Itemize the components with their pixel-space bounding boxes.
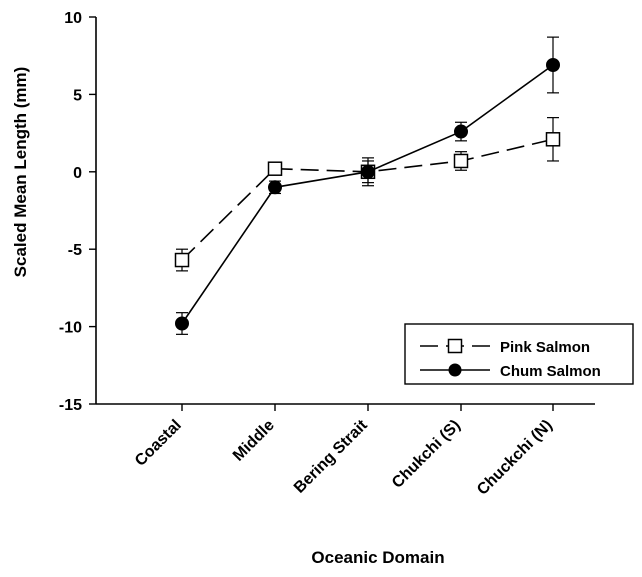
x-tick-label: Chukchi (S) bbox=[389, 417, 464, 492]
y-tick-label: 10 bbox=[64, 10, 82, 27]
y-tick-label: -15 bbox=[59, 397, 82, 414]
chum-salmon-point bbox=[361, 164, 375, 179]
legend-marker bbox=[447, 338, 463, 354]
x-tick-label: Coastal bbox=[132, 417, 185, 470]
x-tick-label: Bering Strait bbox=[291, 416, 371, 496]
chum-salmon-point bbox=[454, 124, 468, 139]
pink-salmon-point bbox=[545, 132, 561, 147]
chum-salmon-point bbox=[268, 180, 282, 195]
pink-salmon-point bbox=[453, 153, 469, 169]
legend-label: Chum Salmon bbox=[500, 363, 601, 380]
y-tick-label: 5 bbox=[73, 87, 82, 104]
legend-label: Pink Salmon bbox=[500, 339, 590, 356]
series-layer bbox=[174, 36, 561, 335]
x-axis-label: Oceanic Domain bbox=[311, 548, 444, 567]
y-tick-label: -10 bbox=[59, 320, 82, 337]
chum-salmon-line bbox=[181, 64, 554, 324]
x-tick-label: Chuckchi (N) bbox=[474, 417, 556, 499]
y-axis-label: Scaled Mean Length (mm) bbox=[11, 67, 30, 278]
pink-salmon-point bbox=[267, 161, 283, 176]
legend-marker bbox=[448, 363, 462, 377]
y-tick-label: -5 bbox=[68, 242, 82, 259]
chum-salmon-point bbox=[546, 57, 560, 72]
chum-salmon-point bbox=[175, 316, 189, 331]
y-tick-label: 0 bbox=[73, 165, 82, 182]
x-tick-label: Middle bbox=[230, 417, 278, 465]
legend-box bbox=[404, 323, 634, 385]
pink-salmon-point bbox=[174, 252, 190, 268]
legend: Pink Salmon Chum Salmon bbox=[404, 323, 634, 385]
